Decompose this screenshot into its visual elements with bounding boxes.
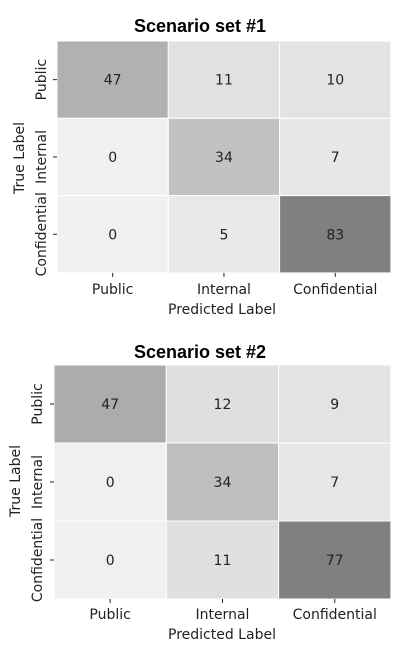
heatmap-cell-2-r0-c2 <box>278 364 392 444</box>
cell-value-1-r0-c0: 47 <box>104 73 122 89</box>
heatmap-cell-2-r0-c1 <box>165 364 280 444</box>
confusion-matrix-panel-1: Scenario set #1 Predicted Label True Lab… <box>12 16 392 318</box>
heatmap-cell-2-r2-c1 <box>165 520 280 600</box>
cell-value-2-r1-c2: 7 <box>330 475 339 491</box>
cell-value-2-r0-c1: 12 <box>214 397 232 413</box>
heatmap-cell-1-r0-c1 <box>167 40 281 119</box>
y-axis-label-2: True Label <box>8 445 24 518</box>
x-tick-label-2-1: Internal <box>195 607 249 623</box>
heatmap-cell-1-r1-c1 <box>167 117 281 197</box>
heatmap-cell-1-r0-c2 <box>279 40 392 119</box>
cell-value-2-r1-c0: 0 <box>106 475 115 491</box>
x-tick-label-1-2: Confidential <box>293 282 377 298</box>
y-tick-label-2-1: Internal <box>30 455 46 509</box>
heatmap-cell-2-r2-c2 <box>278 520 392 600</box>
y-tick-label-1-1: Internal <box>34 130 50 184</box>
cell-value-2-r0-c0: 47 <box>101 397 119 413</box>
x-tick-label-2-2: Confidential <box>293 607 377 623</box>
cell-value-1-r2-c0: 0 <box>108 227 117 243</box>
heatmap-cells-2: 47 12 9 0 34 7 0 11 77 <box>53 364 392 600</box>
x-axis-label-2: Predicted Label <box>168 627 276 643</box>
heatmap-cell-2-r2-c0 <box>53 520 167 600</box>
cell-value-1-r0-c1: 11 <box>215 73 233 89</box>
y-tick-label-1-2: Confidential <box>34 192 50 276</box>
cell-value-2-r2-c2: 77 <box>326 553 344 569</box>
x-tick-label-2-0: Public <box>89 607 130 623</box>
heatmap-cell-1-r1-c0 <box>56 117 169 197</box>
cell-value-2-r2-c0: 0 <box>106 553 115 569</box>
heatmap-cell-1-r0-c0 <box>56 40 169 119</box>
confusion-matrix-panel-2: Scenario set #2 Predicted Label True Lab… <box>8 342 392 643</box>
cell-value-2-r0-c2: 9 <box>330 397 339 413</box>
cell-value-1-r2-c2: 83 <box>326 227 344 243</box>
y-tick-label-2-0: Public <box>30 383 46 424</box>
cell-value-1-r1-c2: 7 <box>331 150 340 166</box>
chart-title-2: Scenario set #2 <box>134 342 266 362</box>
y-axis-label-1: True Label <box>12 122 28 195</box>
heatmap-cells-1: 47 11 10 0 34 7 0 5 83 <box>56 40 392 274</box>
chart-title-1: Scenario set #1 <box>134 16 266 36</box>
cell-value-1-r0-c2: 10 <box>326 73 344 89</box>
x-axis-label-1: Predicted Label <box>168 302 276 318</box>
cell-value-1-r1-c0: 0 <box>108 150 117 166</box>
heatmap-cell-2-r1-c1 <box>165 442 280 522</box>
heatmap-cell-2-r1-c0 <box>53 442 167 522</box>
cell-value-2-r1-c1: 34 <box>214 475 232 491</box>
axis-ticks-1: Public Internal Confidential Public Internal… <box>34 59 377 298</box>
cell-value-1-r1-c1: 34 <box>215 150 233 166</box>
y-tick-label-1-0: Public <box>34 59 50 100</box>
cell-value-2-r2-c1: 11 <box>214 553 232 569</box>
axis-ticks-2: Public Internal Confidential Public Internal… <box>30 383 377 623</box>
x-tick-label-1-1: Internal <box>197 282 251 298</box>
heatmap-cell-1-r2-c1 <box>167 195 281 274</box>
cell-value-1-r2-c1: 5 <box>219 227 228 243</box>
heatmap-cell-1-r1-c2 <box>279 117 392 197</box>
heatmap-cell-2-r1-c2 <box>278 442 392 522</box>
y-tick-label-2-2: Confidential <box>30 518 46 602</box>
heatmap-cell-2-r0-c0 <box>53 364 167 444</box>
x-tick-label-1-0: Public <box>92 282 133 298</box>
